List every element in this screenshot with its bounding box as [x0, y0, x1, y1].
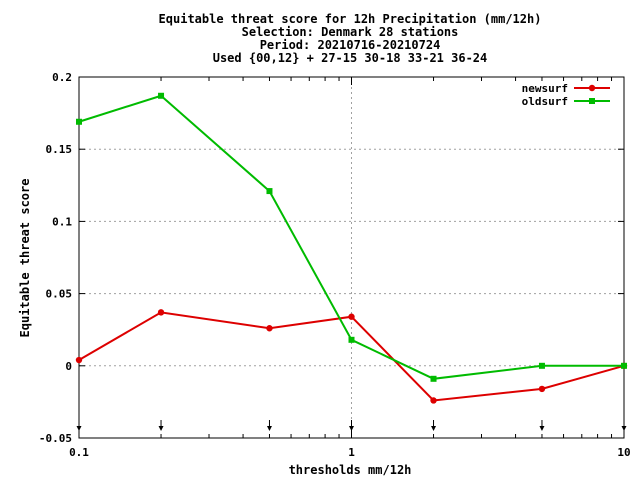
data-point-newsurf	[266, 325, 273, 332]
legend-label-oldsurf: oldsurf	[522, 95, 568, 108]
title-line-3: Period: 20210716-20210724	[260, 38, 441, 52]
legend-marker-newsurf	[588, 84, 596, 92]
axis-ticks: -0.05 0 0.05 0.1 0.15 0.2 0.1 1 10	[39, 71, 631, 459]
data-point-oldsurf	[158, 92, 165, 99]
threshold-arrow-markers	[76, 420, 627, 431]
y-axis-label: Equitable threat score	[18, 179, 32, 338]
y-tick-label: 0.15	[46, 143, 73, 156]
x-axis-label: thresholds mm/12h	[289, 463, 412, 477]
data-series	[75, 92, 628, 404]
arrow-marker-head	[431, 426, 437, 431]
arrow-marker-head	[349, 426, 354, 431]
x-tick-label: 10	[617, 446, 630, 459]
y-tick-label: 0.2	[52, 71, 72, 84]
data-point-newsurf	[157, 309, 165, 316]
data-point-newsurf	[538, 385, 546, 393]
data-point-oldsurf	[76, 118, 82, 125]
y-tick-label: 0.05	[46, 288, 73, 301]
data-point-oldsurf	[266, 188, 273, 195]
data-point-newsurf	[75, 356, 83, 364]
chart-title: Equitable threat score for 12h Precipita…	[159, 12, 542, 65]
legend-label-newsurf: newsurf	[522, 82, 568, 95]
arrow-marker-head	[158, 426, 164, 431]
data-point-newsurf	[348, 313, 355, 320]
grid-lines	[79, 77, 624, 438]
x-tick-label: 0.1	[69, 446, 89, 459]
title-line-2: Selection: Denmark 28 stations	[242, 25, 459, 39]
x-tick-label: 1	[348, 446, 355, 459]
arrow-marker-head	[539, 426, 545, 431]
data-point-newsurf	[430, 397, 437, 404]
data-point-oldsurf	[538, 362, 545, 369]
y-tick-label: 0	[65, 360, 72, 373]
legend-marker-oldsurf	[589, 98, 595, 104]
data-point-oldsurf	[430, 375, 437, 382]
data-point-oldsurf	[621, 362, 627, 369]
arrow-marker-head	[266, 426, 272, 431]
arrow-marker-head	[621, 426, 627, 431]
arrow-marker-head	[76, 426, 82, 431]
y-tick-label: 0.1	[52, 215, 72, 228]
data-point-oldsurf	[348, 336, 355, 343]
title-line-1: Equitable threat score for 12h Precipita…	[159, 12, 542, 26]
title-line-4: Used {00,12} + 27-15 30-18 33-21 36-24	[213, 51, 488, 65]
y-tick-label: -0.05	[39, 432, 72, 445]
